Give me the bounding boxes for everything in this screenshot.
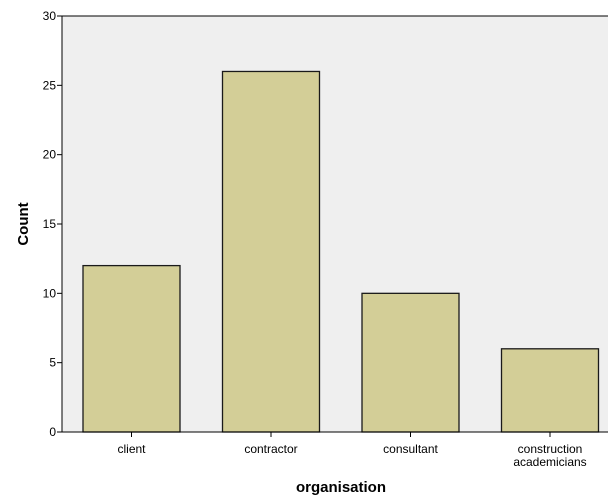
x-axis-title: organisation [296,479,386,496]
bars-group [82,70,600,433]
y-tick-label: 5 [49,356,56,370]
x-tick-label: contractor [244,442,297,456]
x-tick-label: construction [518,442,583,456]
y-tick-label: 10 [43,286,57,300]
y-tick-label: 15 [43,217,57,231]
x-tick-label: client [117,442,146,456]
x-tick-label: consultant [383,442,438,456]
y-tick-label: 30 [43,9,57,23]
y-ticks-group: 0 5 10 15 20 25 30 [43,9,62,439]
bar-consultant [361,292,460,433]
y-tick-label: 0 [49,425,56,439]
bar-construction-academicians [500,348,600,433]
x-ticks-group: client contractor consultant constructionac… [117,432,587,469]
y-tick-label: 25 [43,78,57,92]
x-tick-label: academicians [513,455,586,469]
bar-client [82,264,181,433]
y-tick-label: 20 [43,148,57,162]
y-axis-title: Count [15,202,32,245]
bar-contractor [221,70,321,433]
